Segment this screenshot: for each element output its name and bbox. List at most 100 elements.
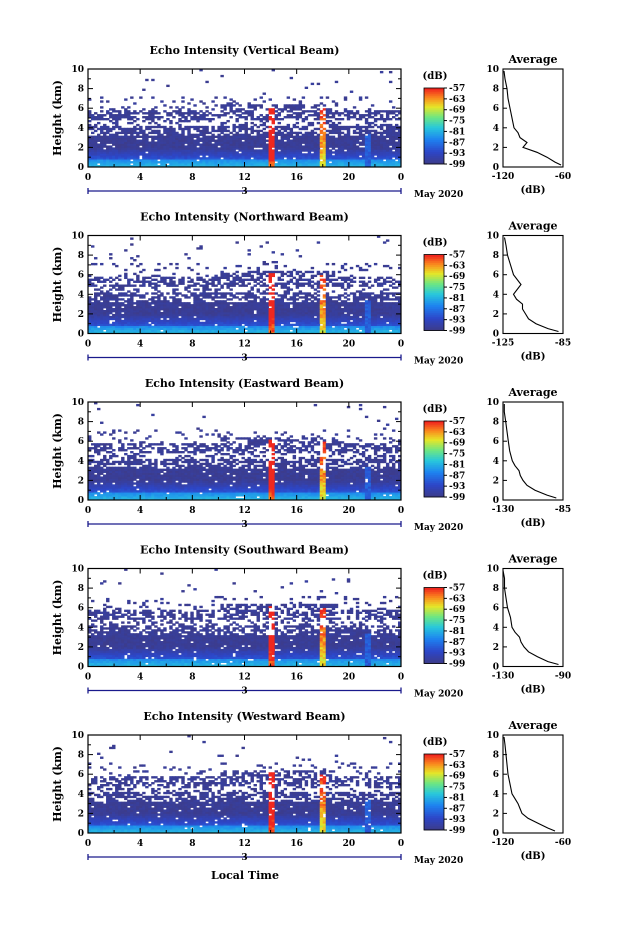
heatmap-cell bbox=[271, 69, 275, 72]
heatmap-cell bbox=[235, 137, 239, 140]
heatmap-cell bbox=[196, 119, 200, 123]
heatmap-cell bbox=[289, 135, 294, 138]
heatmap-cell bbox=[316, 149, 321, 152]
heatmap-cell bbox=[247, 112, 251, 115]
heatmap-cell bbox=[148, 131, 152, 135]
heatmap-cell bbox=[340, 127, 345, 131]
heatmap-cell bbox=[214, 155, 218, 158]
heatmap-cell bbox=[298, 145, 303, 148]
heatmap-cell bbox=[214, 147, 218, 150]
heatmap-cell bbox=[265, 274, 269, 278]
heatmap-cell bbox=[115, 116, 119, 119]
heatmap-cell bbox=[286, 127, 291, 131]
heatmap-cell bbox=[376, 155, 381, 158]
heatmap-cell bbox=[97, 157, 101, 160]
heatmap-cell bbox=[325, 108, 330, 111]
heatmap-cell bbox=[244, 302, 248, 305]
heatmap-cell bbox=[169, 106, 173, 109]
heatmap-cell bbox=[289, 133, 294, 137]
colorbar-step bbox=[424, 136, 444, 139]
heatmap-cell bbox=[109, 108, 113, 111]
heatmap-cell bbox=[166, 131, 170, 135]
heatmap-cell bbox=[298, 102, 303, 105]
heatmap-cell bbox=[292, 151, 297, 154]
heatmap-cell bbox=[304, 110, 309, 113]
heatmap-cell bbox=[265, 298, 269, 301]
heatmap-cell bbox=[358, 135, 363, 138]
heatmap-cell bbox=[172, 110, 176, 113]
heatmap-cell bbox=[277, 270, 282, 274]
heatmap-cell bbox=[223, 133, 227, 137]
heatmap-cell bbox=[259, 151, 263, 154]
heatmap-cell bbox=[112, 313, 116, 317]
heatmap-cell bbox=[148, 145, 152, 148]
heatmap-cell bbox=[124, 98, 128, 101]
heatmap-cell bbox=[388, 110, 393, 113]
heatmap-cell bbox=[301, 137, 306, 140]
heatmap-cell bbox=[124, 145, 128, 148]
heatmap-cell bbox=[205, 274, 209, 278]
heatmap-cell bbox=[163, 139, 167, 142]
heatmap-cell bbox=[106, 319, 110, 323]
heatmap-cell bbox=[259, 133, 263, 137]
heatmap-cell bbox=[295, 106, 300, 109]
heatmap-cell bbox=[142, 163, 146, 166]
heatmap-cell bbox=[373, 141, 378, 144]
heatmap-cell bbox=[331, 145, 336, 148]
heatmap-cell bbox=[208, 119, 212, 123]
heatmap-cell bbox=[379, 123, 384, 127]
heatmap-cell bbox=[106, 118, 110, 121]
heatmap-cell bbox=[319, 325, 324, 329]
heatmap-cell bbox=[304, 137, 309, 140]
heatmap-cell bbox=[334, 161, 339, 164]
heatmap-cell bbox=[133, 139, 137, 142]
heatmap-cell bbox=[103, 296, 107, 299]
colorbar-step bbox=[424, 88, 444, 91]
heatmap-cell bbox=[259, 298, 263, 301]
heatmap-cell bbox=[202, 159, 206, 162]
heatmap-cell bbox=[151, 114, 155, 117]
heatmap-cell bbox=[289, 155, 294, 158]
heatmap-cell bbox=[193, 159, 197, 162]
heatmap-cell bbox=[328, 110, 333, 113]
heatmap-cell bbox=[151, 157, 155, 160]
heatmap-cell bbox=[337, 137, 342, 140]
heatmap-cell bbox=[367, 280, 372, 283]
heatmap-cell bbox=[97, 302, 101, 305]
heatmap-cell bbox=[145, 112, 149, 115]
heatmap-cell bbox=[148, 302, 152, 305]
heatmap-cell bbox=[280, 151, 285, 154]
heatmap-cell bbox=[256, 125, 260, 129]
heatmap-cell bbox=[376, 110, 381, 113]
heatmap-cell bbox=[196, 127, 200, 131]
heatmap-cell bbox=[106, 145, 110, 148]
heatmap-cell bbox=[199, 159, 203, 162]
heatmap-cell bbox=[313, 163, 318, 166]
heatmap-cell bbox=[262, 151, 266, 154]
heatmap-cell bbox=[319, 102, 324, 105]
heatmap-cell bbox=[142, 116, 146, 119]
heatmap-cell bbox=[232, 125, 236, 129]
heatmap-cell bbox=[229, 298, 233, 301]
heatmap-cell bbox=[286, 137, 291, 140]
heatmap-cell bbox=[94, 296, 98, 299]
heatmap-cell bbox=[178, 149, 182, 152]
heatmap-cell bbox=[316, 137, 321, 140]
heatmap-cell bbox=[349, 155, 354, 158]
heatmap-cell bbox=[91, 159, 95, 162]
heatmap-cell bbox=[172, 161, 176, 164]
heatmap-cell bbox=[286, 131, 291, 135]
heatmap-cell bbox=[88, 149, 92, 152]
heatmap-cell bbox=[367, 151, 372, 154]
heatmap-cell bbox=[274, 151, 279, 154]
heatmap-cell bbox=[376, 153, 381, 156]
heatmap-cell bbox=[283, 137, 288, 140]
heatmap-cell bbox=[370, 163, 375, 166]
heatmap-cell bbox=[148, 112, 152, 115]
heatmap-cell bbox=[106, 290, 110, 293]
heatmap-cell bbox=[172, 129, 176, 133]
heatmap-cell bbox=[103, 133, 107, 137]
heatmap-cell bbox=[130, 262, 134, 266]
heatmap-cell bbox=[238, 135, 242, 138]
